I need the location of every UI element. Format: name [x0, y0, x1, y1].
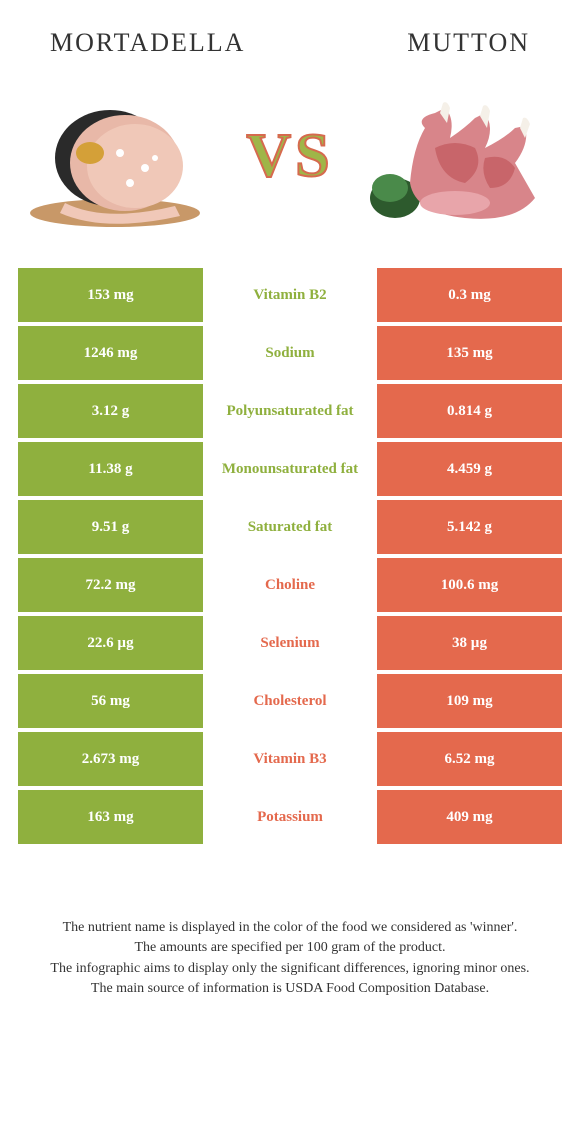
cell-right: 100.6 mg [377, 558, 562, 612]
cell-left: 9.51 g [18, 500, 203, 554]
cell-right: 135 mg [377, 326, 562, 380]
table-row: 9.51 gSaturated fat5.142 g [18, 500, 562, 554]
cell-right: 4.459 g [377, 442, 562, 496]
cell-right: 109 mg [377, 674, 562, 728]
title-right: Mutton [407, 28, 530, 58]
cell-left: 11.38 g [18, 442, 203, 496]
footer-line: The amounts are specified per 100 gram o… [30, 938, 550, 958]
table-row: 153 mgVitamin B20.3 mg [18, 268, 562, 322]
title-left: Mortadella [50, 28, 245, 58]
footer: The nutrient name is displayed in the co… [0, 848, 580, 999]
cell-left: 56 mg [18, 674, 203, 728]
cell-nutrient: Selenium [203, 616, 377, 670]
cell-nutrient: Saturated fat [203, 500, 377, 554]
cell-left: 163 mg [18, 790, 203, 844]
table-row: 1246 mgSodium135 mg [18, 326, 562, 380]
cell-nutrient: Polyunsaturated fat [203, 384, 377, 438]
cell-left: 22.6 µg [18, 616, 203, 670]
cell-nutrient: Choline [203, 558, 377, 612]
vs-text: VS VS [230, 116, 350, 211]
table-row: 72.2 mgCholine100.6 mg [18, 558, 562, 612]
cell-right: 5.142 g [377, 500, 562, 554]
cell-nutrient: Potassium [203, 790, 377, 844]
cell-left: 2.673 mg [18, 732, 203, 786]
cell-nutrient: Vitamin B2 [203, 268, 377, 322]
table-row: 11.38 gMonounsaturated fat4.459 g [18, 442, 562, 496]
cell-left: 72.2 mg [18, 558, 203, 612]
cell-left: 153 mg [18, 268, 203, 322]
cell-right: 38 µg [377, 616, 562, 670]
table-row: 2.673 mgVitamin B36.52 mg [18, 732, 562, 786]
mutton-image [365, 88, 565, 238]
footer-line: The infographic aims to display only the… [30, 959, 550, 979]
cell-right: 6.52 mg [377, 732, 562, 786]
table-row: 163 mgPotassium409 mg [18, 790, 562, 844]
cell-nutrient: Vitamin B3 [203, 732, 377, 786]
footer-line: The nutrient name is displayed in the co… [30, 918, 550, 938]
cell-left: 3.12 g [18, 384, 203, 438]
cell-left: 1246 mg [18, 326, 203, 380]
table-row: 22.6 µgSelenium38 µg [18, 616, 562, 670]
cell-nutrient: Cholesterol [203, 674, 377, 728]
table-row: 3.12 gPolyunsaturated fat0.814 g [18, 384, 562, 438]
cell-right: 0.3 mg [377, 268, 562, 322]
footer-line: The main source of information is USDA F… [30, 979, 550, 999]
comparison-table: 153 mgVitamin B20.3 mg1246 mgSodium135 m… [0, 268, 580, 844]
cell-right: 0.814 g [377, 384, 562, 438]
cell-nutrient: Monounsaturated fat [203, 442, 377, 496]
header: Mortadella Mutton [0, 0, 580, 68]
cell-right: 409 mg [377, 790, 562, 844]
cell-nutrient: Sodium [203, 326, 377, 380]
table-row: 56 mgCholesterol109 mg [18, 674, 562, 728]
images-row: VS VS [0, 68, 580, 268]
svg-text:VS: VS [246, 122, 333, 190]
mortadella-image [15, 88, 215, 238]
